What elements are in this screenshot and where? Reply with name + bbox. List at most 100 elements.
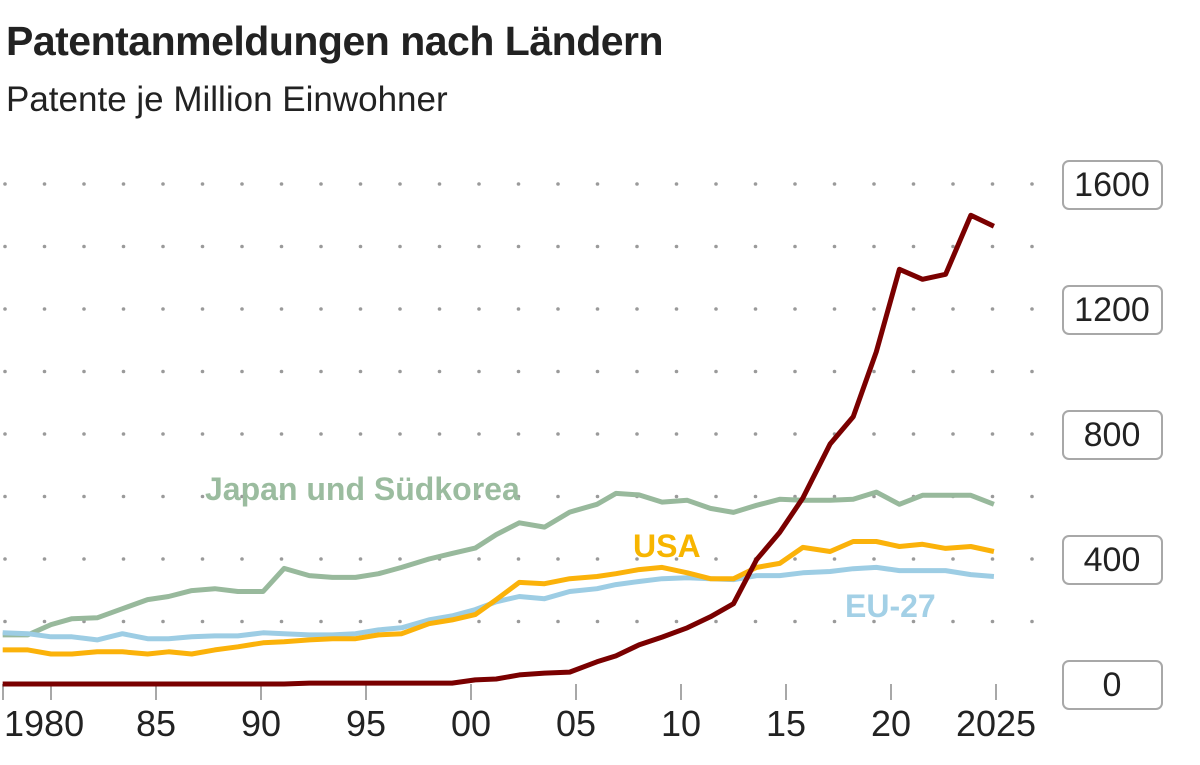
grid-dot [556, 245, 560, 249]
grid-dot [833, 557, 837, 561]
grid-dot [912, 307, 916, 311]
grid-dot [1030, 245, 1034, 249]
grid-dot [240, 182, 244, 186]
grid-dot [3, 432, 7, 436]
grid-dot [833, 307, 837, 311]
grid-dot [1030, 307, 1034, 311]
grid-dot [635, 182, 639, 186]
grid-dot [319, 557, 323, 561]
grid-dot [991, 620, 995, 624]
grid-dot [201, 495, 205, 499]
grid-dot [477, 432, 481, 436]
grid-dot [319, 307, 323, 311]
x-axis: 198085909500051015202025 [3, 684, 1036, 744]
grid-dot [754, 620, 758, 624]
y-tick-label: 1200 [1074, 291, 1150, 329]
grid-dot [398, 620, 402, 624]
grid-dot [3, 182, 7, 186]
grid-dot [833, 370, 837, 374]
grid-dot [556, 557, 560, 561]
x-tick-label: 90 [241, 703, 281, 744]
grid-dot [43, 370, 47, 374]
grid-dot [793, 307, 797, 311]
grid-dot [122, 495, 126, 499]
grid-dot [951, 620, 955, 624]
grid-dot [556, 432, 560, 436]
x-tick-label: 05 [556, 703, 596, 744]
grid-dot [872, 370, 876, 374]
grid-dot [714, 182, 718, 186]
grid-dot [161, 620, 165, 624]
grid-dot [951, 370, 955, 374]
grid-dot [714, 495, 718, 499]
grid-dot [3, 370, 7, 374]
y-tick-label: 800 [1084, 416, 1141, 454]
grid-dot [43, 557, 47, 561]
grid-dot [596, 370, 600, 374]
grid-dot [635, 620, 639, 624]
grid-dot [714, 245, 718, 249]
grid-dot [161, 182, 165, 186]
grid-dot [122, 557, 126, 561]
grid-dot [635, 370, 639, 374]
grid-dot [635, 432, 639, 436]
x-tick-label: 20 [871, 703, 911, 744]
grid-dot [517, 370, 521, 374]
grid-dot [438, 370, 442, 374]
grid-dot [675, 495, 679, 499]
grid-dot [201, 432, 205, 436]
grid-dot [398, 182, 402, 186]
series-label-japan-korea: Japan und Südkorea [205, 471, 520, 507]
grid-dot [398, 307, 402, 311]
grid-dot [240, 432, 244, 436]
grid-dot [793, 620, 797, 624]
y-tick-label: 0 [1103, 666, 1122, 704]
grid-dot [280, 245, 284, 249]
grid-dot [793, 245, 797, 249]
grid-dot [43, 245, 47, 249]
grid-dot [122, 370, 126, 374]
grid-dot [991, 182, 995, 186]
grid-dot [991, 432, 995, 436]
dotted-grid [3, 182, 1034, 623]
grid-dot [280, 557, 284, 561]
grid-dot [240, 245, 244, 249]
grid-dot [833, 620, 837, 624]
grid-dot [82, 432, 86, 436]
grid-dot [675, 370, 679, 374]
grid-dot [912, 432, 916, 436]
grid-dot [477, 182, 481, 186]
grid-dot [675, 245, 679, 249]
grid-dot [3, 495, 7, 499]
grid-dot [872, 557, 876, 561]
grid-dot [82, 307, 86, 311]
grid-dot [43, 495, 47, 499]
grid-dot [912, 182, 916, 186]
grid-dot [596, 245, 600, 249]
grid-dot [82, 245, 86, 249]
grid-dot [754, 307, 758, 311]
grid-dot [359, 557, 363, 561]
grid-dot [991, 495, 995, 499]
grid-dot [714, 370, 718, 374]
grid-dot [438, 432, 442, 436]
grid-dot [675, 307, 679, 311]
grid-dot [872, 245, 876, 249]
grid-dot [556, 620, 560, 624]
grid-dot [280, 307, 284, 311]
grid-dot [398, 245, 402, 249]
grid-dot [517, 620, 521, 624]
grid-dot [359, 182, 363, 186]
grid-dot [872, 307, 876, 311]
grid-dot [635, 307, 639, 311]
grid-dot [1030, 620, 1034, 624]
grid-dot [477, 370, 481, 374]
series-label-eu27: EU-27 [845, 588, 936, 624]
grid-dot [833, 182, 837, 186]
x-tick-label: 95 [346, 703, 386, 744]
x-tick-label: 1980 [4, 703, 84, 744]
grid-dot [122, 245, 126, 249]
grid-dot [793, 182, 797, 186]
grid-dot [319, 370, 323, 374]
grid-dot [675, 620, 679, 624]
